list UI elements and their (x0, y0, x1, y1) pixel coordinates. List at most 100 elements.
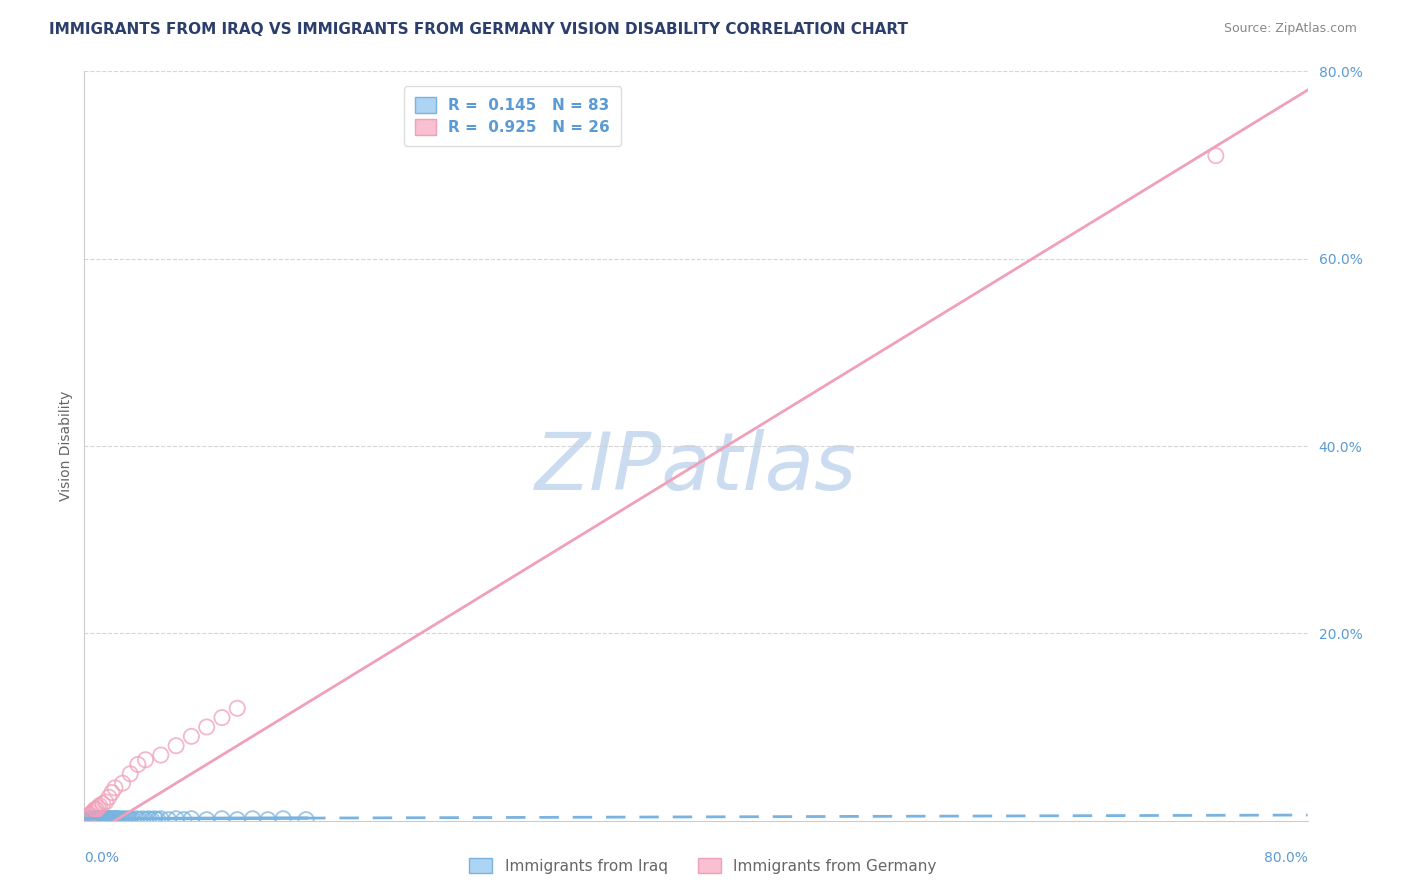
Point (83, 812, 105, 826)
Point (80, 812, 103, 826)
Point (104, 812, 127, 826)
Point (107, 812, 129, 826)
Point (87, 813, 110, 827)
Point (89, 813, 111, 827)
Legend: R =  0.145   N = 83, R =  0.925   N = 26: R = 0.145 N = 83, R = 0.925 N = 26 (404, 87, 621, 146)
Point (91, 797, 114, 811)
Point (295, 813, 318, 827)
Point (271, 812, 294, 826)
Point (77, 808, 100, 822)
Point (77, 813, 100, 827)
Point (101, 812, 124, 826)
Point (135, 753, 157, 767)
Point (226, 701, 249, 715)
Point (195, 720, 218, 734)
Point (195, 813, 218, 827)
Point (111, 776, 134, 790)
Point (75, 813, 97, 827)
Point (77, 813, 100, 827)
Point (79, 812, 101, 826)
Point (97, 812, 120, 826)
Point (114, 813, 136, 827)
Legend: Immigrants from Iraq, Immigrants from Germany: Immigrants from Iraq, Immigrants from Ge… (464, 852, 942, 880)
Point (87, 800, 110, 814)
Point (80, 812, 103, 826)
Point (105, 813, 128, 827)
Point (165, 812, 187, 826)
Point (98, 812, 121, 826)
Point (120, 812, 142, 826)
Point (89, 798, 111, 813)
Point (86, 812, 108, 826)
Point (80, 806, 103, 821)
Point (94, 795, 117, 809)
Point (104, 812, 127, 826)
Point (77, 813, 100, 827)
Text: Source: ZipAtlas.com: Source: ZipAtlas.com (1223, 22, 1357, 36)
Point (118, 813, 141, 827)
Point (97, 812, 120, 826)
Point (98, 813, 121, 827)
Point (141, 813, 163, 827)
Point (90, 813, 112, 827)
Text: IMMIGRANTS FROM IRAQ VS IMMIGRANTS FROM GERMANY VISION DISABILITY CORRELATION CH: IMMIGRANTS FROM IRAQ VS IMMIGRANTS FROM … (49, 22, 908, 37)
Point (108, 813, 131, 827)
Text: ZIPatlas: ZIPatlas (534, 429, 858, 508)
Point (103, 813, 125, 827)
Point (101, 786, 124, 800)
Point (90, 813, 112, 827)
Point (98, 812, 121, 826)
Point (79, 812, 101, 826)
Text: 80.0%: 80.0% (1264, 851, 1308, 864)
Point (149, 812, 172, 826)
Point (103, 813, 125, 827)
Point (138, 812, 160, 826)
Point (94, 813, 117, 827)
Point (84, 802, 107, 816)
Point (94, 812, 117, 826)
Point (112, 812, 135, 826)
Point (96, 813, 118, 827)
Point (211, 812, 233, 826)
Point (101, 813, 124, 827)
Text: 0.0%: 0.0% (84, 851, 120, 864)
Point (157, 813, 180, 827)
Point (211, 710, 233, 724)
Point (93, 813, 115, 827)
Point (84, 813, 107, 827)
Point (105, 812, 128, 826)
Point (242, 812, 264, 826)
Point (97, 790, 120, 805)
Point (96, 813, 118, 827)
Point (90, 813, 112, 827)
Point (110, 812, 132, 826)
Point (75, 812, 97, 826)
Point (131, 812, 153, 826)
Point (87, 812, 110, 826)
Point (76, 812, 98, 826)
Point (83, 805, 105, 819)
Point (115, 812, 138, 826)
Point (80, 813, 103, 827)
Point (146, 813, 169, 827)
Point (111, 813, 134, 827)
Point (84, 813, 107, 827)
Point (226, 813, 249, 827)
Point (96, 813, 118, 827)
Point (180, 812, 202, 826)
Point (122, 813, 145, 827)
Point (89, 812, 111, 826)
Point (83, 813, 105, 827)
Point (104, 780, 127, 795)
Point (76, 813, 98, 827)
Point (127, 757, 149, 772)
Point (75, 813, 97, 827)
Point (128, 813, 150, 827)
Point (86, 802, 108, 816)
Point (103, 813, 125, 827)
Point (93, 812, 115, 826)
Point (135, 813, 157, 827)
Point (86, 812, 108, 826)
Point (91, 812, 114, 826)
Point (180, 730, 202, 744)
